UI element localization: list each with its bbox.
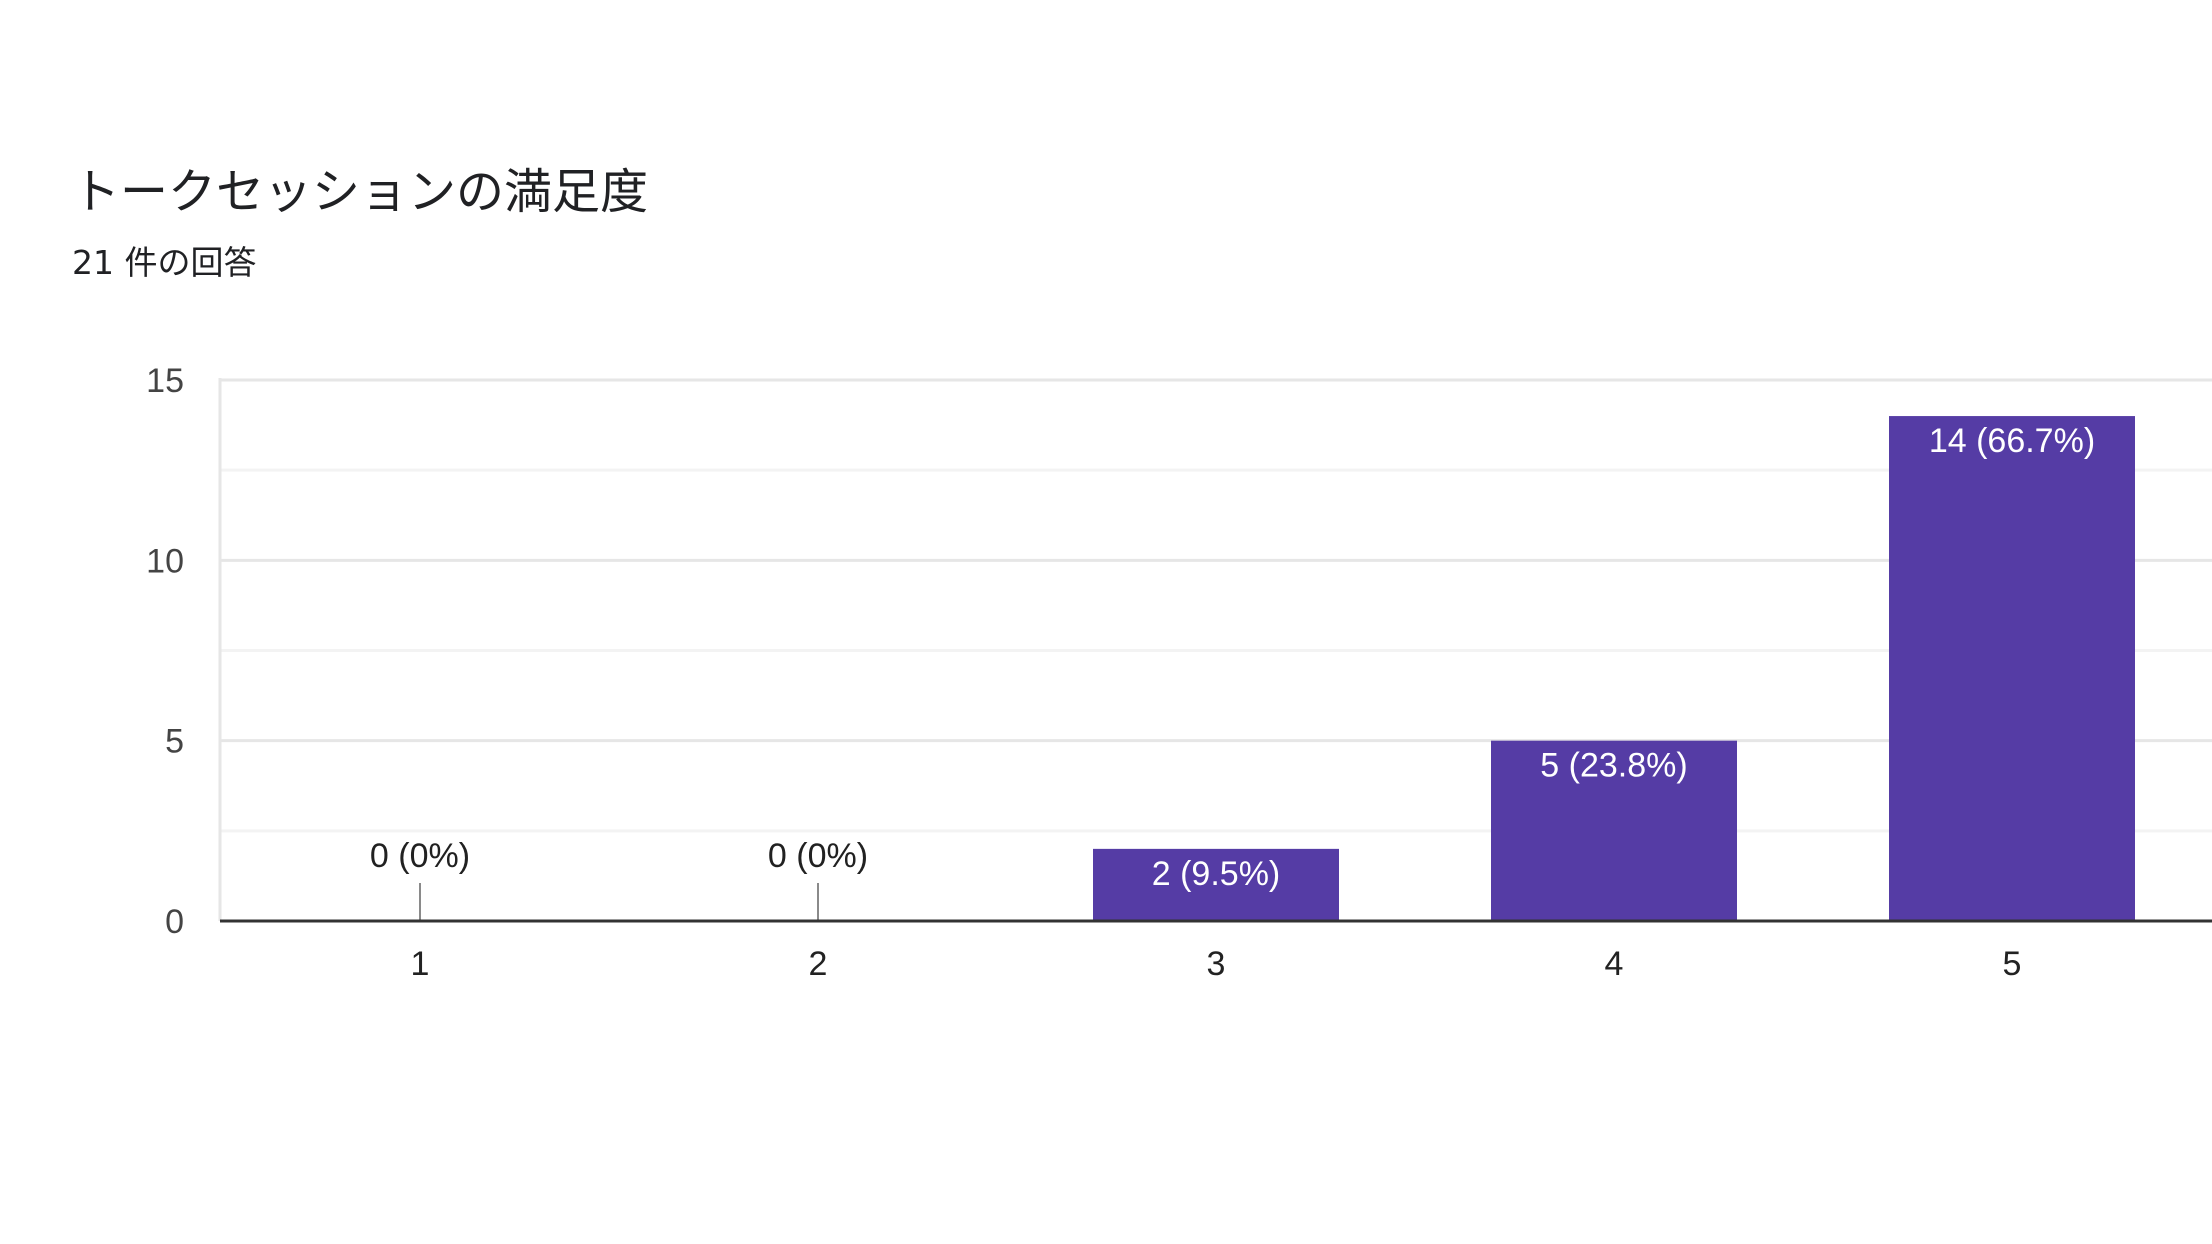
bar-4[interactable] (1491, 740, 1737, 921)
y-axis-ticks: 0 5 10 15 (146, 362, 184, 941)
bars: 0 (0%) 0 (0%) 2 (9.5%) 5 (23.8%) 14 (66.7%) (370, 416, 2135, 921)
response-count: 21 件の回答 (72, 243, 257, 282)
bar-data-label: 5 (23.8%) (1540, 747, 1687, 785)
chart-title: トークセッションの満足度 (72, 164, 649, 220)
x-tick-label: 5 (2003, 945, 2022, 983)
x-axis-ticks: 1 2 3 4 5 (411, 945, 2022, 983)
gridlines (220, 378, 2212, 833)
x-tick-label: 2 (809, 945, 828, 983)
y-tick-label: 0 (165, 903, 184, 941)
bar-3[interactable] (1093, 848, 1339, 921)
bar-data-label: 14 (66.7%) (1929, 422, 2095, 460)
x-tick-label: 4 (1605, 945, 1624, 983)
bar-data-label: 0 (0%) (768, 837, 868, 875)
bar-5[interactable] (1889, 416, 2135, 921)
y-tick-label: 10 (146, 542, 184, 580)
y-tick-label: 5 (165, 723, 184, 761)
x-tick-label: 3 (1207, 945, 1226, 983)
y-tick-label: 15 (146, 362, 184, 400)
bar-data-label: 2 (9.5%) (1152, 855, 1281, 893)
bar-data-label: 0 (0%) (370, 837, 470, 875)
x-tick-label: 1 (411, 945, 430, 983)
